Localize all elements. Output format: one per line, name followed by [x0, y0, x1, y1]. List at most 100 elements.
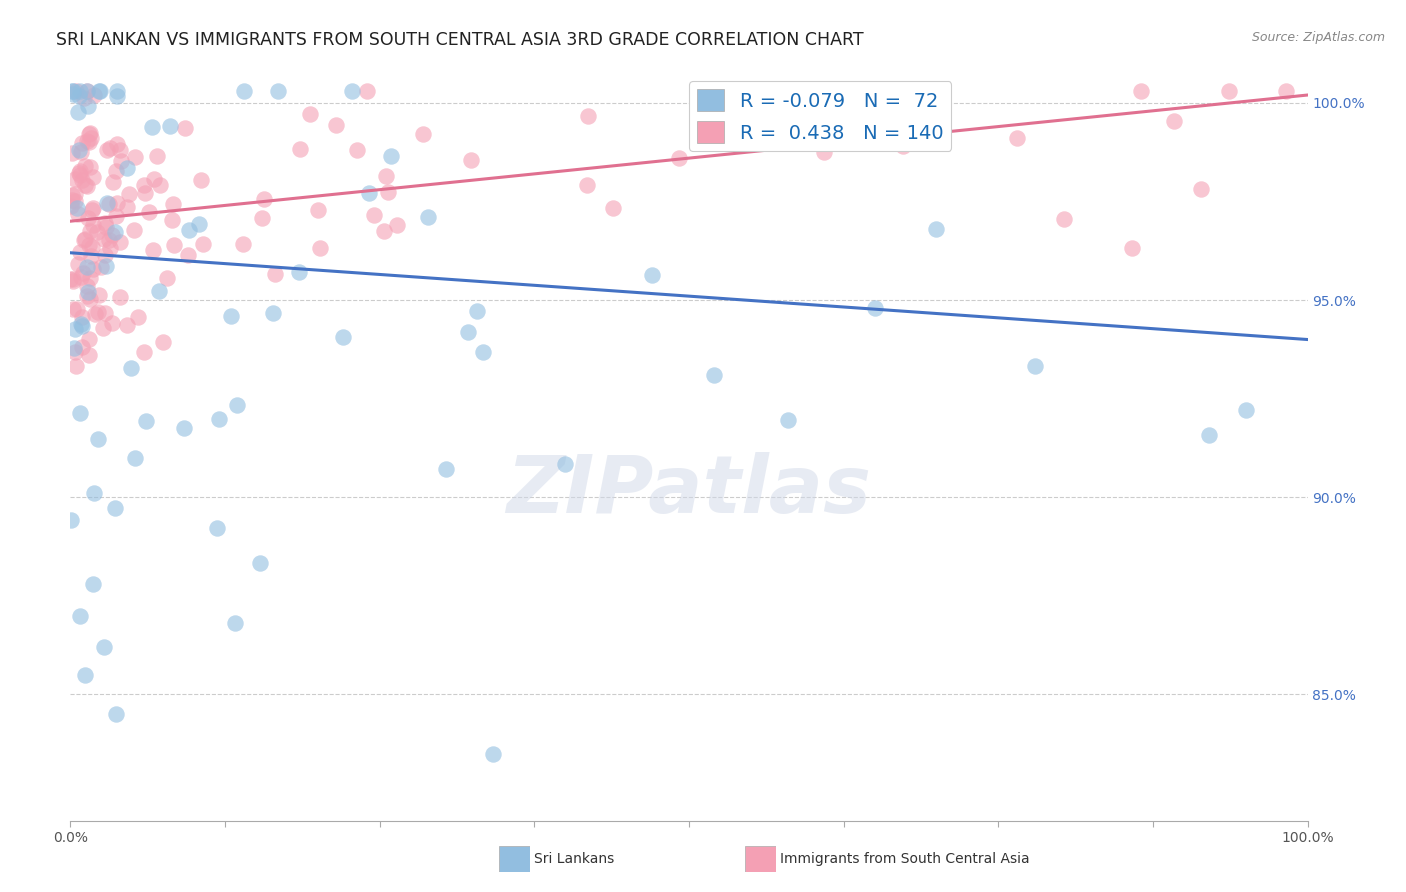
Point — [141, 120, 163, 134]
Point — [65, 322, 87, 336]
Point — [79, 127, 101, 141]
Point — [77, 285, 100, 299]
Point — [103, 175, 125, 189]
Point — [357, 186, 380, 201]
Point — [1121, 241, 1143, 255]
Point — [863, 301, 886, 316]
Point — [134, 345, 156, 359]
Point — [146, 149, 169, 163]
Point — [309, 241, 332, 255]
Point — [813, 145, 835, 159]
Point — [138, 204, 160, 219]
Point — [891, 138, 914, 153]
Point — [76, 178, 98, 193]
Point — [82, 170, 104, 185]
Point — [69, 406, 91, 420]
Point — [69, 145, 91, 159]
Point — [69, 84, 91, 98]
Point — [83, 307, 105, 321]
Point — [60, 84, 83, 98]
Point — [97, 196, 120, 211]
Point — [641, 268, 664, 283]
Point — [332, 330, 354, 344]
Point — [193, 237, 215, 252]
Point — [135, 414, 157, 428]
Point — [82, 262, 104, 277]
Point — [77, 348, 100, 362]
Point — [482, 747, 505, 761]
Point — [105, 84, 128, 98]
Point — [79, 126, 101, 140]
Point — [105, 137, 128, 152]
Point — [66, 257, 89, 271]
Point — [96, 195, 118, 210]
Point — [232, 237, 254, 252]
Point — [457, 325, 479, 339]
Point — [250, 211, 273, 225]
Point — [104, 209, 127, 223]
Point — [80, 202, 103, 217]
Point — [602, 201, 624, 215]
Point — [703, 368, 725, 382]
Point — [117, 200, 139, 214]
Point — [776, 413, 799, 427]
Point — [69, 168, 91, 182]
Point — [77, 99, 100, 113]
Point — [82, 577, 104, 591]
Point — [63, 187, 86, 202]
Point — [232, 84, 254, 98]
Point — [70, 173, 93, 187]
Point — [124, 450, 146, 465]
Point — [110, 153, 132, 168]
Text: SRI LANKAN VS IMMIGRANTS FROM SOUTH CENTRAL ASIA 3RD GRADE CORRELATION CHART: SRI LANKAN VS IMMIGRANTS FROM SOUTH CENT… — [56, 31, 863, 49]
Point — [66, 201, 89, 215]
Point — [472, 345, 495, 359]
Point — [62, 274, 84, 288]
Point — [62, 87, 84, 102]
Point — [80, 249, 103, 263]
Point — [152, 334, 174, 349]
Text: ZIPatlas: ZIPatlas — [506, 452, 872, 530]
Point — [96, 143, 118, 157]
Point — [98, 241, 121, 255]
Point — [87, 305, 110, 319]
Point — [73, 159, 96, 173]
Point — [94, 216, 117, 230]
Point — [101, 228, 124, 243]
Point — [87, 432, 110, 446]
Point — [118, 186, 141, 201]
Point — [90, 260, 112, 275]
Point — [380, 149, 402, 163]
Point — [375, 169, 398, 184]
Point — [190, 172, 212, 186]
Point — [72, 266, 94, 280]
Point — [87, 288, 110, 302]
Point — [307, 202, 329, 217]
Point — [264, 267, 287, 281]
Point — [148, 284, 170, 298]
Point — [62, 272, 84, 286]
Point — [124, 150, 146, 164]
Point — [70, 270, 93, 285]
Point — [80, 240, 103, 254]
Point — [65, 171, 87, 186]
Point — [434, 462, 457, 476]
Point — [89, 84, 111, 98]
Point — [253, 192, 276, 206]
Point — [98, 233, 121, 247]
Point — [77, 211, 100, 225]
Point — [173, 121, 195, 136]
Point — [134, 186, 156, 201]
Point — [177, 223, 200, 237]
Point — [79, 292, 101, 306]
Point — [87, 84, 110, 98]
Point — [67, 143, 90, 157]
Point — [460, 153, 482, 168]
Point — [73, 91, 96, 105]
Point — [76, 260, 98, 275]
Text: Immigrants from South Central Asia: Immigrants from South Central Asia — [780, 852, 1031, 866]
Point — [83, 486, 105, 500]
Point — [67, 88, 90, 103]
Point — [76, 134, 98, 148]
Point — [94, 219, 117, 234]
